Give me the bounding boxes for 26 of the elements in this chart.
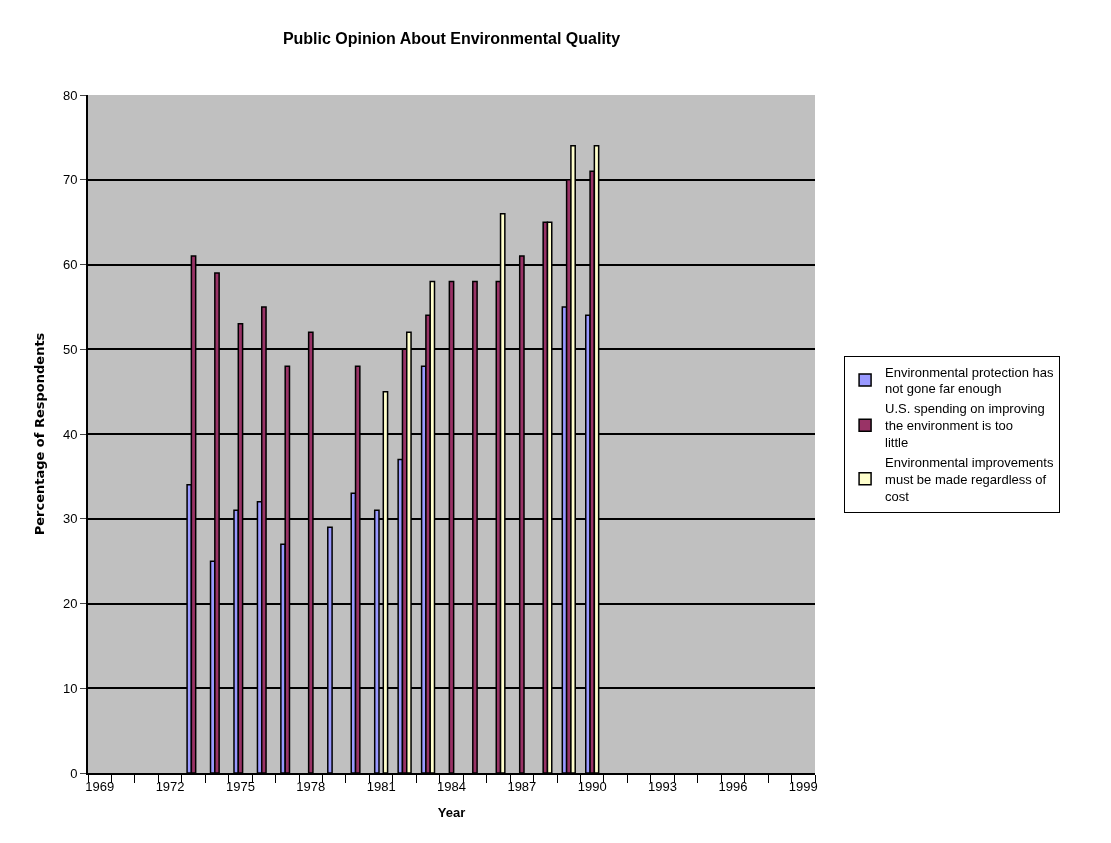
x-tick-label: 1990: [577, 778, 607, 794]
x-tick-label: 1981: [366, 778, 396, 794]
y-axis-title: Percentage of Respondents: [32, 332, 48, 536]
y-tick-label: 80: [62, 87, 78, 103]
x-tick-label: 1993: [648, 778, 678, 794]
x-tick-label: 1972: [155, 778, 185, 794]
y-tick-label: 70: [62, 172, 78, 188]
x-tick-label: 1975: [225, 778, 255, 794]
y-tick-label: 0: [70, 765, 78, 781]
chart-title: Public Opinion About Environmental Quality: [282, 29, 621, 47]
legend-label: Environmental protection has not gone far enough: [885, 364, 1054, 397]
y-tick-label: 50: [62, 341, 78, 357]
legend-label: U.S. spending on improving the environment is too little: [885, 401, 1045, 451]
y-tick-label: 40: [62, 426, 78, 442]
x-tick-label: 1987: [507, 778, 537, 794]
x-tick-label: 1978: [296, 778, 326, 794]
x-tick-label: 1999: [788, 778, 818, 794]
y-tick-label: 20: [62, 596, 78, 612]
x-axis-title: Year: [437, 804, 466, 820]
x-tick-label: 1969: [85, 778, 115, 794]
y-tick-label: 10: [62, 680, 78, 696]
y-tick-label: 30: [62, 511, 78, 527]
legend-label: Environmental improvements must be made regardless of cost: [885, 455, 1054, 504]
y-tick-label: 60: [62, 257, 78, 273]
x-tick-label: 1984: [437, 778, 466, 794]
x-tick-label: 1996: [718, 778, 748, 794]
